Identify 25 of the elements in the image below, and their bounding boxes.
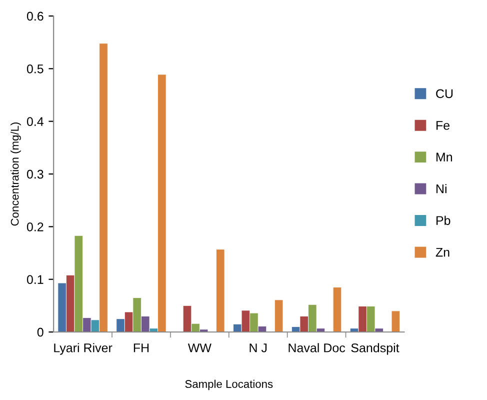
bar (274, 300, 284, 332)
y-tick-label: 0.1 (26, 275, 44, 284)
y-tick-label: 0.5 (26, 64, 44, 74)
y-axis-title: Concentration (mg/L) (10, 122, 21, 226)
legend-label: Pb (436, 216, 450, 225)
legend-label: Zn (436, 248, 450, 257)
x-tick-label: FH (134, 344, 149, 352)
legend-label: Fe (436, 121, 450, 130)
x-tick-label: N J (250, 344, 267, 352)
bar (216, 249, 225, 332)
y-tick-label: 0.2 (26, 222, 44, 232)
bar (391, 310, 400, 332)
y-tick-label: 0.6 (26, 12, 44, 21)
y-tick-label: 0 (37, 328, 44, 337)
legend-label: CU (436, 89, 453, 98)
legend-label: Ni (436, 184, 446, 194)
y-tick-label: 0.4 (26, 117, 44, 126)
x-tick-label: Naval Doc (288, 343, 346, 352)
x-tick-label: WW (188, 344, 212, 352)
x-tick-label: Sandspit (351, 343, 400, 355)
legend-label: Mn (436, 152, 452, 162)
bar (332, 287, 342, 332)
x-axis-title: Sample Locations (185, 380, 273, 390)
y-tick-label: 0.3 (26, 170, 44, 179)
x-tick-label: Lyari River (54, 343, 112, 355)
